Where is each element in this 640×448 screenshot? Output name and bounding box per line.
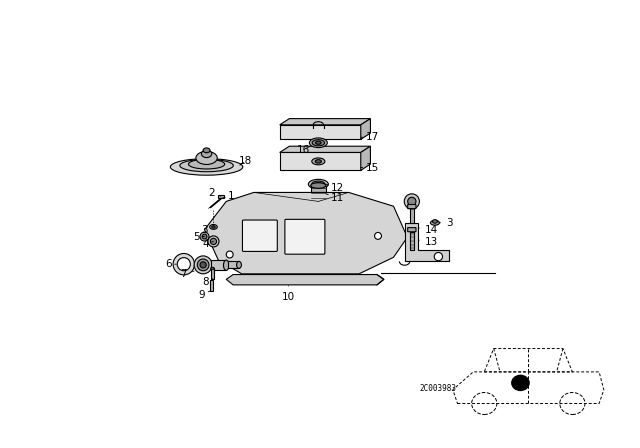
Circle shape: [374, 233, 381, 239]
Ellipse shape: [316, 183, 321, 186]
Ellipse shape: [202, 150, 212, 158]
Ellipse shape: [312, 181, 325, 187]
Text: 3: 3: [201, 225, 214, 235]
Ellipse shape: [210, 224, 217, 229]
Polygon shape: [361, 119, 371, 139]
Text: 18: 18: [239, 156, 253, 166]
Ellipse shape: [316, 141, 321, 144]
Ellipse shape: [200, 262, 206, 268]
Polygon shape: [280, 146, 371, 152]
Text: 14: 14: [419, 225, 438, 235]
Ellipse shape: [311, 199, 326, 205]
Polygon shape: [404, 223, 449, 262]
Ellipse shape: [309, 138, 327, 147]
Circle shape: [435, 253, 442, 261]
Polygon shape: [218, 194, 224, 198]
Ellipse shape: [188, 159, 225, 169]
Text: 17: 17: [361, 132, 379, 142]
Ellipse shape: [197, 259, 209, 271]
Text: 3: 3: [439, 218, 452, 228]
Ellipse shape: [203, 148, 210, 153]
Ellipse shape: [196, 151, 217, 164]
Ellipse shape: [194, 256, 212, 274]
Bar: [210, 280, 212, 291]
Text: 10: 10: [282, 285, 295, 302]
FancyBboxPatch shape: [408, 204, 416, 209]
Circle shape: [226, 251, 233, 258]
Text: 2: 2: [208, 189, 220, 198]
Ellipse shape: [170, 159, 243, 175]
Text: 6: 6: [165, 259, 176, 269]
Ellipse shape: [173, 254, 195, 275]
Text: 1: 1: [223, 191, 235, 201]
Polygon shape: [280, 125, 361, 139]
Text: 8: 8: [202, 277, 212, 287]
FancyBboxPatch shape: [243, 220, 277, 251]
Ellipse shape: [211, 238, 216, 245]
Text: 9: 9: [199, 289, 210, 300]
Text: 7: 7: [180, 269, 194, 279]
Polygon shape: [361, 146, 371, 170]
Ellipse shape: [208, 236, 219, 247]
Ellipse shape: [223, 260, 229, 271]
Text: 12: 12: [326, 183, 344, 193]
Text: 4: 4: [202, 239, 214, 249]
Polygon shape: [311, 185, 326, 202]
Polygon shape: [280, 152, 361, 170]
Polygon shape: [280, 119, 371, 125]
FancyBboxPatch shape: [285, 220, 325, 254]
Ellipse shape: [211, 267, 214, 269]
Text: 13: 13: [419, 237, 438, 247]
Polygon shape: [205, 193, 407, 274]
Text: 16: 16: [296, 145, 310, 155]
Bar: [410, 206, 413, 223]
Text: 2C003983: 2C003983: [419, 384, 456, 393]
Ellipse shape: [316, 159, 321, 163]
Ellipse shape: [177, 258, 190, 271]
Circle shape: [404, 194, 419, 209]
Ellipse shape: [311, 183, 326, 188]
Ellipse shape: [200, 232, 209, 241]
Ellipse shape: [312, 140, 324, 146]
Ellipse shape: [308, 179, 328, 189]
Bar: [211, 268, 214, 279]
Text: 15: 15: [361, 163, 379, 172]
Ellipse shape: [202, 234, 207, 239]
Ellipse shape: [431, 220, 440, 225]
FancyBboxPatch shape: [408, 228, 416, 232]
Ellipse shape: [433, 220, 437, 223]
Text: 5: 5: [193, 232, 205, 241]
Ellipse shape: [180, 159, 234, 172]
Ellipse shape: [237, 262, 241, 268]
Bar: [410, 232, 413, 250]
Ellipse shape: [212, 226, 215, 228]
Ellipse shape: [312, 158, 325, 165]
Text: 11: 11: [326, 193, 344, 203]
Polygon shape: [226, 275, 384, 285]
Polygon shape: [228, 262, 239, 268]
Circle shape: [408, 197, 416, 206]
Circle shape: [512, 375, 529, 391]
Polygon shape: [211, 260, 226, 271]
